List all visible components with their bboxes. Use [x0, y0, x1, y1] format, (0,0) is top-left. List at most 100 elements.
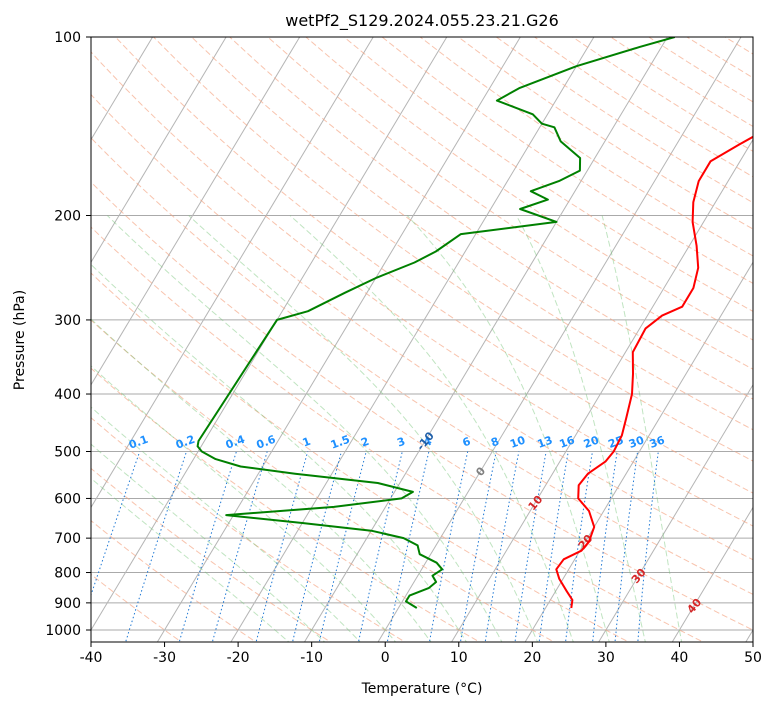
- dry-adiabat: [419, 37, 753, 257]
- dry-adiabat: [191, 37, 753, 431]
- dry-adiabat: [91, 226, 705, 642]
- dry-adiabat: [115, 37, 753, 494]
- isotherm-label: -80: [0, 0, 10, 3]
- dry-adiabat: [91, 367, 481, 642]
- isotherm-label: -100: [0, 47, 5, 77]
- isotherm-label: -40: [0, 0, 10, 3]
- dry-adiabat: [91, 467, 332, 642]
- x-tick-label: -20: [227, 650, 250, 666]
- dry-adiabat: [153, 37, 753, 462]
- mixing-ratio-line: [514, 451, 547, 642]
- moist-adiabat: [289, 215, 574, 642]
- dry-adiabat: [534, 37, 753, 178]
- moist-adiabat: [91, 318, 432, 642]
- isotherm-label: -60: [0, 0, 10, 3]
- dry-adiabat: [343, 37, 753, 312]
- temperature-profile: [555, 135, 753, 609]
- mixing-ratio-line: [292, 451, 342, 642]
- mixing-ratio-line: [211, 451, 268, 642]
- y-axis-label: Pressure (hPa): [12, 290, 28, 390]
- x-tick-label: 30: [597, 650, 615, 666]
- chart-title: wetPf2_S129.2024.055.23.21.G26: [285, 11, 559, 31]
- isotherm-line: [377, 37, 742, 642]
- x-axis-label: Temperature (°C): [361, 681, 483, 697]
- x-tick-label: -30: [153, 650, 176, 666]
- mixing-ratio-label: 36: [648, 433, 667, 451]
- x-axis: -40 -30 -20 -10 0 10 20 30 40 50: [80, 642, 762, 666]
- isotherm-line: [598, 383, 753, 642]
- isotherm-line: [230, 37, 595, 642]
- mixing-ratio-line: [178, 451, 237, 642]
- mixing-ratio-label: 20: [582, 433, 601, 451]
- y-tick-label: 800: [54, 566, 81, 582]
- isotherm-line: [91, 37, 227, 264]
- y-tick-label: 100: [54, 30, 81, 46]
- isotherm-label: 20: [576, 532, 596, 552]
- moist-adiabat: [106, 215, 503, 642]
- dry-adiabat: [610, 37, 753, 128]
- mixing-ratio-label: 10: [508, 433, 527, 451]
- dry-adiabat: [91, 520, 257, 642]
- mixing-ratio-line: [255, 451, 309, 642]
- mixing-ratio-label: 13: [536, 433, 555, 450]
- y-axis: 100 200 300 400 500 600 700 800 900 1000: [45, 30, 91, 639]
- isotherm-label: 0: [473, 464, 488, 478]
- mixing-ratio-line: [459, 451, 497, 642]
- isotherm-label: -30: [0, 0, 10, 3]
- y-tick-label: 400: [54, 387, 81, 403]
- y-tick-label: 700: [54, 531, 81, 547]
- x-tick-label: -10: [300, 650, 323, 666]
- isotherm-label: 40: [684, 596, 704, 616]
- dry-adiabat: [229, 37, 753, 400]
- dry-adiabat: [458, 37, 753, 230]
- mixing-ratio-line: [318, 451, 367, 642]
- dry-adiabat: [91, 319, 556, 642]
- mixing-ratio-label: 1.5: [329, 433, 352, 452]
- mixing-ratio-label: 3: [395, 435, 407, 450]
- x-tick-label: -40: [80, 650, 103, 666]
- mixing-ratio-label: 0.4: [224, 433, 247, 452]
- x-tick-label: 50: [744, 650, 762, 666]
- mixing-ratio-label: 0.6: [255, 433, 278, 452]
- isoline-labels: 0.1 0.2 0.4 0.6 1 1.5 2 3 4 6 8 10 13 16 20 25 30 36-100-…: [0, 0, 704, 616]
- dry-adiabat: [91, 51, 753, 527]
- mixing-ratio-label: 30: [627, 433, 646, 451]
- isotherm-line: [524, 261, 753, 642]
- plot-area: 0.1 0.2 0.4 0.6 1 1.5 2 3 4 6 8 10 13 16 20 25 30 36-100-…: [0, 0, 753, 642]
- mixing-ratio-line: [386, 451, 430, 642]
- y-tick-label: 200: [54, 209, 81, 225]
- mixing-ratio-label: 0.2: [174, 433, 197, 452]
- mixing-ratio-label: 0.1: [127, 433, 150, 452]
- moist-adiabat: [91, 406, 361, 642]
- plot-frame: [90, 36, 754, 643]
- dry-adiabat: [91, 93, 753, 561]
- isotherm-line: [303, 37, 669, 642]
- dry-adiabat: [686, 37, 753, 79]
- mixing-ratio-line: [125, 451, 187, 642]
- isotherm-label: -20: [0, 0, 10, 3]
- isotherm-label: -50: [0, 0, 10, 3]
- dry-adiabat: [305, 37, 753, 341]
- dry-adiabat: [724, 37, 753, 55]
- mixing-ratio-line: [484, 451, 520, 642]
- mixing-ratio-line: [428, 451, 469, 642]
- dry-adiabat: [91, 417, 406, 642]
- dry-adiabat: [91, 137, 753, 595]
- y-tick-label: 1000: [45, 623, 81, 639]
- dry-adiabat: [91, 181, 753, 631]
- isotherm-line: [156, 37, 521, 642]
- mixing-ratio-label: 6: [461, 435, 473, 450]
- dewpoint-profile: [196, 37, 676, 609]
- mixing-ratio-label: 16: [558, 433, 577, 451]
- isotherm-line: [91, 37, 301, 386]
- moist-adiabat: [91, 443, 326, 642]
- y-tick-label: 300: [54, 313, 81, 329]
- moist-adiabat: [515, 215, 646, 642]
- x-tick-label: 20: [523, 650, 541, 666]
- moist-adiabat: [601, 215, 683, 642]
- background-lines: [91, 37, 753, 642]
- x-tick-label: 40: [671, 650, 689, 666]
- isotherm-line: [91, 37, 154, 141]
- mixing-ratio-label: 8: [489, 435, 501, 450]
